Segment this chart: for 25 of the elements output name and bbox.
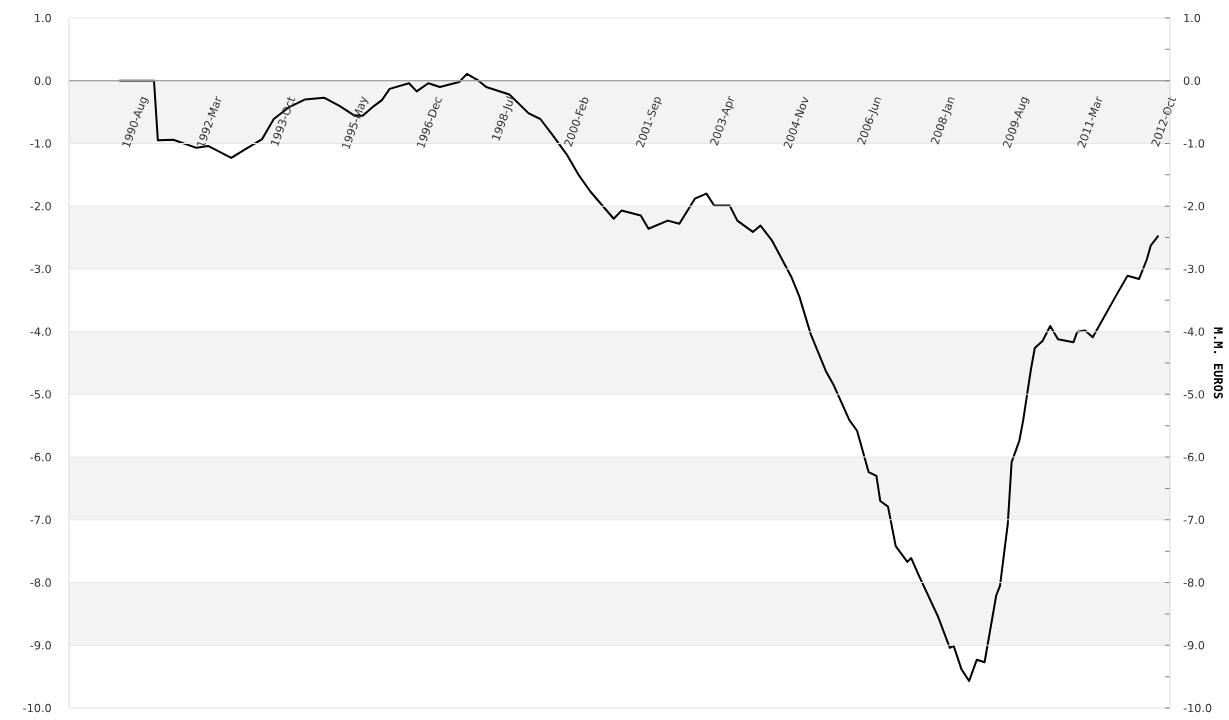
y2-tick-label: -2.0 [1183,201,1205,211]
y-tick-label: 1.0 [35,13,51,23]
y-tick-label: -8.0 [30,578,51,587]
y-tick-label: -5.0 [30,390,51,399]
y-tick-label: 0.0 [34,76,51,85]
y2-axis-title: M.M. EUROS [1213,327,1223,399]
y2-tick-label: -9.0 [1183,641,1205,650]
y2-tick-label: -4.0 [1183,327,1205,336]
y2-tick-label: 1.0 [1184,13,1201,23]
y2-tick-label: -1.0 [1183,139,1205,148]
y2-tick-label: -10.0 [1183,703,1212,713]
y2-tick-label: -7.0 [1183,515,1205,525]
y2-tick-label: -6.0 [1183,452,1205,462]
y-tick-label: -7.0 [30,515,51,525]
y-tick-label: -4.0 [30,327,51,336]
y2-tick-label: -8.0 [1183,578,1205,587]
y-tick-label: -3.0 [30,264,51,274]
y-tick-label: -2.0 [30,201,51,211]
y-tick-label: -6.0 [30,452,51,462]
y-tick-label: -10.0 [23,703,51,713]
y-tick-label: -9.0 [30,641,51,650]
y2-tick-label: -3.0 [1183,264,1205,274]
y2-tick-label: -5.0 [1183,390,1205,399]
y2-tick-label: 0.0 [1183,76,1201,85]
y-tick-label: -1.0 [30,139,51,148]
